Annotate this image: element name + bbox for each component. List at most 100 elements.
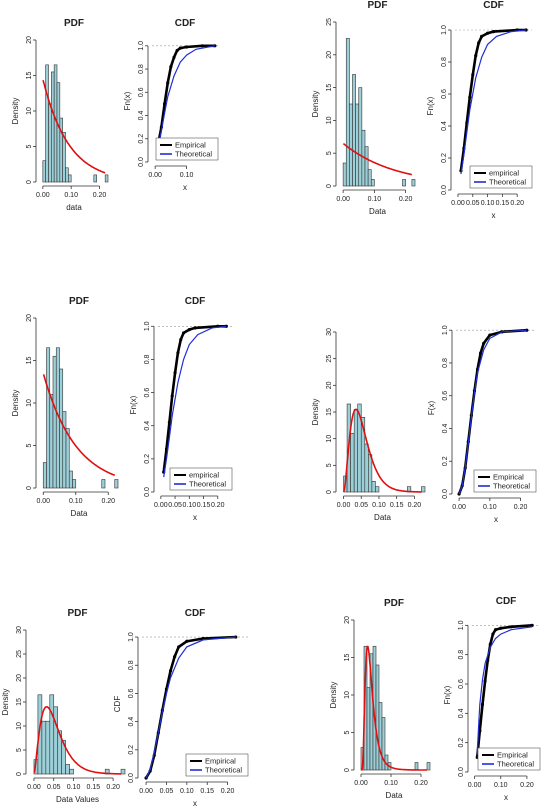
c6-empirical-line (475, 624, 533, 758)
c2-x-tick-label: 0.20 (510, 200, 524, 207)
c6-y-tick-label: 0.4 (458, 708, 465, 718)
c3-x-tick-label: 0.15 (197, 502, 211, 509)
c6-y-label: Fn(x) (443, 685, 452, 704)
c3-empirical-point (187, 328, 191, 332)
c5-y-tick-label: 0.4 (128, 717, 135, 727)
c5-x-label: x (193, 799, 197, 808)
c4-x-tick-label: 0.20 (514, 504, 528, 511)
c1-y-tick-label: 0.6 (138, 87, 145, 97)
c1-y-label: Fn(x) (123, 91, 132, 110)
c3-empirical-line (162, 325, 227, 473)
c1-theoretical-line (157, 45, 216, 146)
p4-density-curve (343, 408, 422, 493)
p1-histogram-bar (56, 82, 61, 183)
c4-x-tick-label: 0.00 (452, 504, 466, 511)
c3-empirical-point (179, 337, 183, 342)
p2-x-tick-label: 0.20 (399, 196, 413, 203)
p3-panel: PDF 0 5 10 15 20 0.00 0.10 0.20 Data Density (11, 296, 119, 518)
p2-y-tick-label: 10 (326, 116, 333, 124)
c4-legend-theoretical-label: Theoretical (493, 482, 530, 491)
p5-histogram-bar (41, 720, 47, 775)
c3-x-tick-label: 0.00 (154, 502, 168, 509)
p2-y-tick-label: 5 (326, 151, 333, 155)
p4-y-tick-label: 5 (326, 463, 333, 467)
p2-histogram-bar (358, 87, 363, 187)
p3-y-tick-label: 5 (26, 443, 33, 447)
p4-x-tick-label: 0.00 (337, 502, 351, 509)
p2-y-tick-label: 20 (326, 51, 333, 59)
p6-title: PDF (384, 598, 404, 609)
c6-y-tick-label: 0.8 (458, 650, 465, 660)
p3-y-tick-label: 10 (26, 399, 33, 407)
c2-y-tick-label: 0.2 (441, 153, 448, 163)
p2-y-tick-label: 25 (326, 18, 333, 26)
c2-legend-empirical-label: empirical (489, 169, 519, 178)
p3-histogram-bar (72, 479, 77, 489)
c2-theoretical-line (460, 29, 527, 175)
p1-histogram-bar (93, 174, 97, 183)
c5-panel: CDF 0.0 0.2 0.4 0.6 0.8 1.0 0.00 0.05 0.10 0.15 0.2… (113, 608, 249, 808)
c1-empirical-point (184, 45, 189, 49)
c6-y-tick-label: 1.0 (458, 620, 465, 630)
p5-histogram-bar (61, 740, 66, 775)
c1-panel: CDF 0.0 0.2 0.4 0.6 0.8 1.0 0.00 0.10 x Fn(x) Empir… (123, 18, 219, 192)
p1-y-tick-label: 0 (26, 180, 33, 184)
c2-title: CDF (483, 0, 504, 11)
c3-y-tick-label: 0.4 (144, 421, 151, 431)
p4-panel: 0 5 10 15 20 25 30 0.00 0.05 0.10 0.15 0.20 Data Dens… (311, 328, 426, 522)
c1-y-tick-label: 0.4 (138, 111, 145, 121)
p1-x-tick-label: 0.20 (93, 192, 107, 199)
c2-x-label: x (492, 211, 496, 220)
c4-empirical-point (488, 333, 492, 337)
c2-y-label: Fn(x) (426, 96, 435, 115)
p1-histogram-bar (68, 174, 72, 183)
p5-title: PDF (68, 608, 88, 619)
c4-theoretical-line (458, 329, 527, 495)
p5-x-tick-label: 0.05 (47, 784, 61, 791)
c1-y-tick-label: 0.0 (138, 157, 145, 167)
c6-x-label: x (504, 793, 508, 802)
c3-y-tick-label: 0.2 (144, 454, 151, 464)
c3-empirical-point (224, 324, 228, 328)
p5-histogram-bar (65, 764, 70, 775)
p1-y-tick-label: 5 (26, 144, 33, 148)
p6-histogram-bar (426, 762, 431, 771)
c1-empirical-point (169, 65, 173, 69)
p6-x-tick-label: 0.20 (414, 780, 428, 787)
c2-empirical-point (477, 41, 481, 45)
c4-legend-empirical-label: Empirical (493, 473, 524, 482)
p4-x-tick-label: 0.15 (390, 502, 404, 509)
p5-x-tick-label: 0.10 (67, 784, 81, 791)
p1-y-label: Density (11, 98, 20, 125)
c3-empirical-point (173, 371, 177, 375)
c4-y-tick-label: 0.2 (442, 456, 449, 466)
p4-x-label: Data (374, 513, 391, 522)
c3-legend-theoretical-label: Theoretical (189, 480, 226, 489)
p4-y-tick-label: 20 (326, 381, 333, 389)
p1-y-tick-label: 20 (26, 36, 33, 44)
p5-panel: PDF 0 5 10 15 20 25 30 0.00 0.05 0.10 0.15 0.20 Data … (1, 608, 126, 804)
c2-x-tick-label: 0.15 (496, 200, 510, 207)
c5-x-tick-label: 0.10 (180, 788, 194, 795)
p4-y-tick-label: 10 (326, 435, 333, 443)
p1-histogram-bar (65, 167, 69, 183)
c5-y-tick-label: 0.8 (128, 660, 135, 670)
p3-histogram-bar (65, 428, 70, 489)
p1-density-curve (42, 80, 106, 174)
c3-y-tick-label: 1.0 (144, 321, 151, 331)
p4-histogram-bar (368, 454, 373, 493)
c4-y-tick-label: 0.8 (442, 358, 449, 368)
c6-x-tick-label: 0.00 (468, 782, 482, 789)
p3-histogram-bar (52, 355, 57, 489)
p5-histogram-bar (49, 694, 55, 775)
c1-x-tick-label: 0.00 (148, 172, 162, 179)
p2-histogram-bar (402, 179, 406, 187)
c6-empirical-point (480, 702, 485, 707)
p5-histogram-bar (53, 706, 59, 775)
p5-y-tick-label: 15 (16, 698, 23, 706)
c6-empirical-point (491, 632, 495, 636)
